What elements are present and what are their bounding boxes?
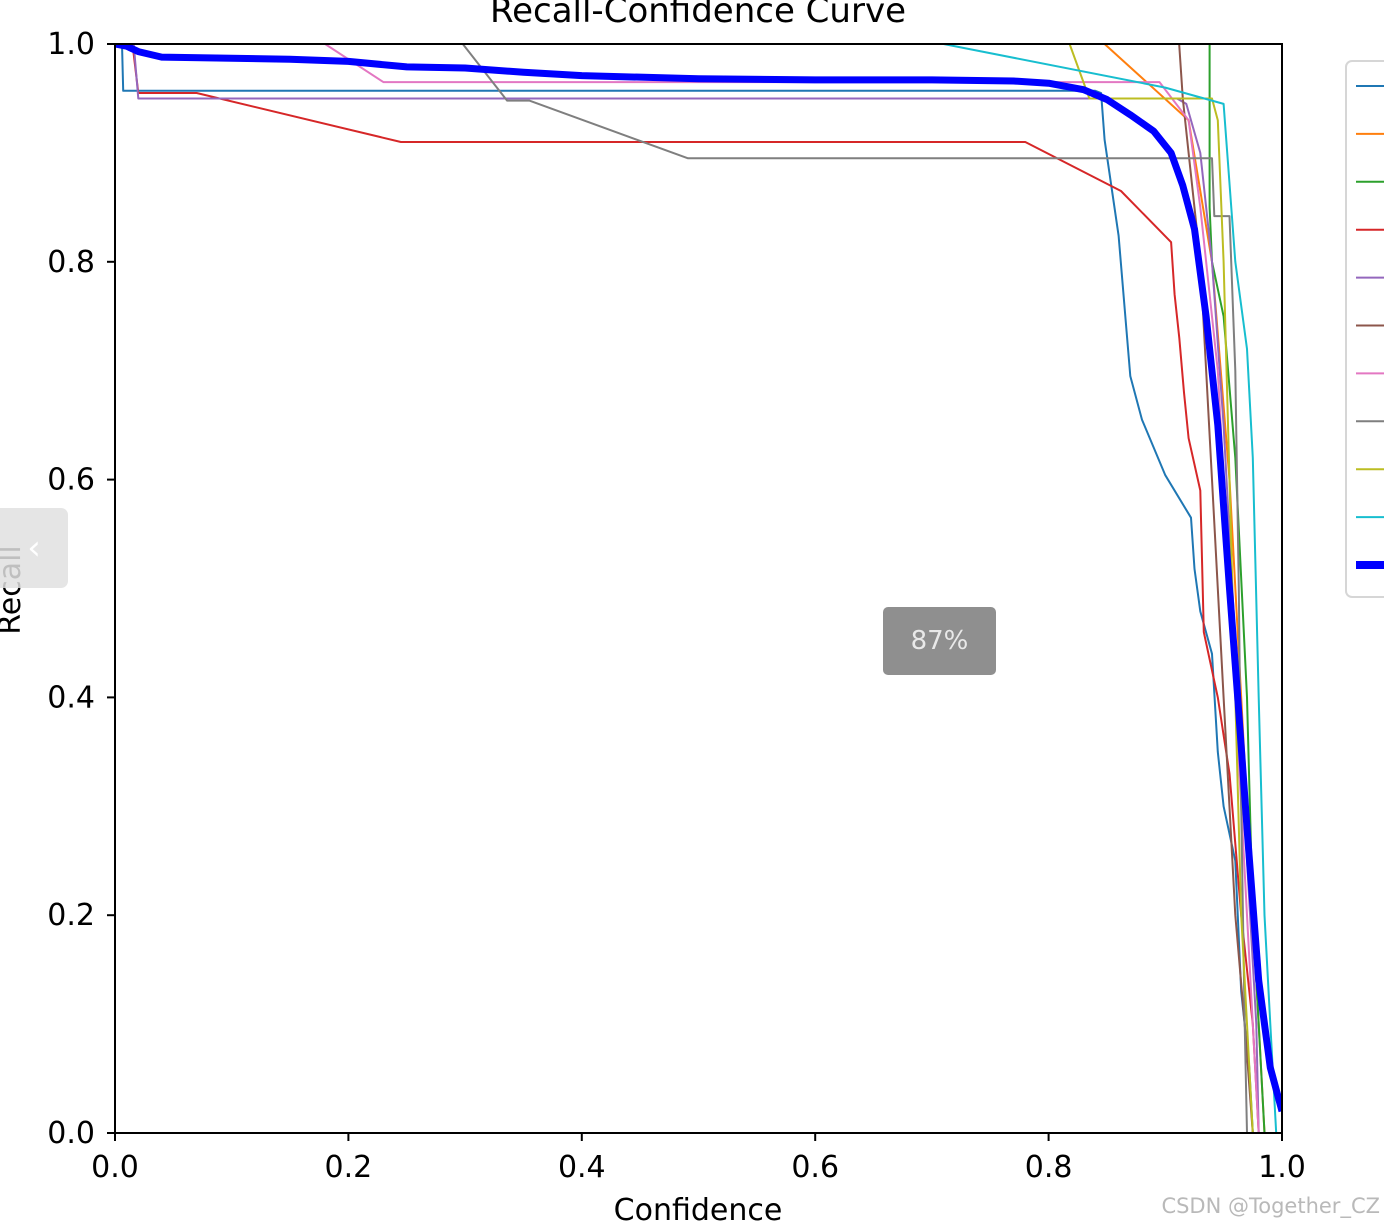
legend-frame — [1345, 60, 1384, 598]
series-line-7 — [324, 44, 1260, 1133]
y-tick-label: 0.8 — [47, 245, 95, 280]
y-tick-label: 1.0 — [47, 27, 95, 62]
watermark: CSDN @Together_CZ — [1161, 1194, 1380, 1218]
series-line-4 — [115, 44, 1260, 1133]
series-layer — [115, 44, 1282, 1133]
x-tick-label: 0.0 — [91, 1150, 139, 1185]
series-line-1 — [115, 44, 1254, 1133]
zoom-level-badge: 87% — [883, 607, 996, 675]
series-line-11 — [115, 44, 1282, 1113]
chevron-left-icon: ‹ — [27, 528, 41, 568]
plot-frame — [114, 43, 1283, 1134]
series-line-9 — [1068, 44, 1254, 1133]
x-tick-label: 0.2 — [325, 1150, 373, 1185]
series-line-2 — [1103, 44, 1266, 1133]
y-tick-label: 0.2 — [47, 898, 95, 933]
series-line-8 — [462, 44, 1248, 1133]
legend — [1345, 60, 1384, 598]
y-tick-label: 0.0 — [47, 1116, 95, 1151]
x-axis-label: Confidence — [614, 1193, 783, 1226]
y-tick-label: 0.6 — [47, 463, 95, 498]
y-tick-label: 0.4 — [47, 680, 95, 715]
series-line-10 — [943, 44, 1278, 1133]
chart-title: Recall-Confidence Curve — [490, 0, 906, 31]
previous-image-button[interactable]: ‹ — [0, 508, 68, 588]
x-tick-label: 0.6 — [791, 1150, 839, 1185]
x-axis: 0.0 0.2 0.4 0.6 0.8 1.0 — [91, 1133, 1306, 1185]
series-line-5 — [115, 44, 1260, 1133]
x-tick-label: 1.0 — [1258, 1150, 1306, 1185]
y-axis: 0.0 0.2 0.4 0.6 0.8 1.0 — [47, 27, 115, 1151]
x-tick-label: 0.8 — [1025, 1150, 1073, 1185]
x-tick-label: 0.4 — [558, 1150, 606, 1185]
